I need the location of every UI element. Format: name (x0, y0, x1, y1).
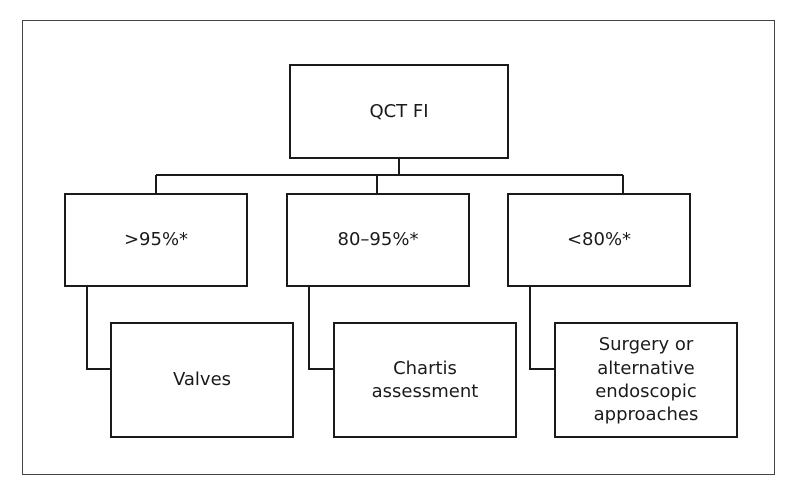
threshold-node-label: 80–95%* (337, 229, 419, 251)
elbow-line-1 (86, 286, 111, 370)
outcome-node-label: Surgery or alternative endoscopic approa… (593, 334, 699, 426)
outcome-node-label: Chartis assessment (371, 357, 479, 402)
threshold-node-label: <80%* (566, 229, 632, 251)
diagram-frame (22, 20, 775, 475)
outcome-node-valves: Valves (110, 322, 294, 438)
root-node-label: QCT FI (369, 100, 429, 122)
threshold-node-below-80: <80%* (507, 193, 691, 287)
elbow-line-2 (308, 286, 334, 370)
threshold-node-label: >95%* (123, 229, 189, 251)
threshold-node-above-95: >95%* (64, 193, 248, 287)
threshold-node-80-95: 80–95%* (286, 193, 470, 287)
outcome-node-surgery: Surgery or alternative endoscopic approa… (554, 322, 738, 438)
outcome-node-chartis: Chartis assessment (333, 322, 517, 438)
outcome-node-label: Valves (172, 369, 232, 391)
root-node: QCT FI (289, 64, 509, 159)
elbow-line-3 (529, 286, 555, 370)
